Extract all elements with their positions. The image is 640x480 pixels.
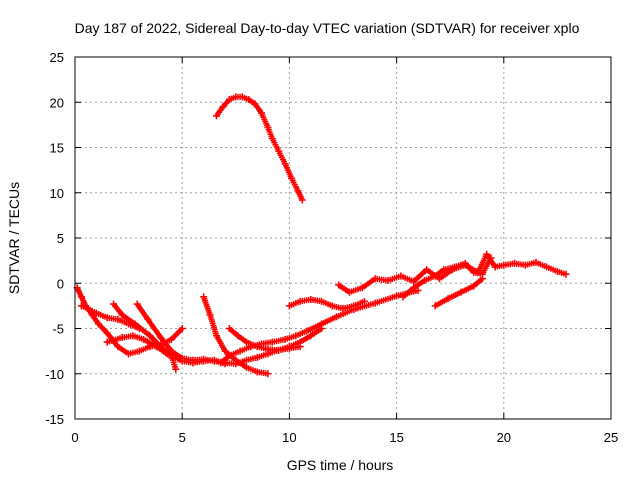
data-point bbox=[360, 297, 368, 305]
x-tick-label: 10 bbox=[282, 430, 296, 445]
y-tick-label: 5 bbox=[57, 231, 64, 246]
y-tick-label: 25 bbox=[50, 50, 64, 65]
x-tick-label: 20 bbox=[497, 430, 511, 445]
data-point bbox=[146, 332, 154, 340]
data-point bbox=[562, 270, 570, 278]
x-axis-label: GPS time / hours bbox=[287, 457, 394, 473]
x-tick-label: 5 bbox=[179, 430, 186, 445]
data-point bbox=[487, 254, 495, 262]
series-arc-13 bbox=[431, 275, 486, 310]
y-tick-label: -10 bbox=[45, 367, 64, 382]
data-point bbox=[478, 275, 486, 283]
y-axis-label: SDTVAR / TECUs bbox=[6, 182, 22, 294]
ticks: 0 5 10 15 20 25 -15 -10 -5 0 5 10 15 20 25 bbox=[45, 50, 618, 445]
series-arc-5 bbox=[133, 300, 304, 368]
data-point bbox=[167, 335, 175, 343]
data-point bbox=[318, 325, 326, 332]
series-arc-4 bbox=[110, 300, 180, 373]
y-tick-label: 15 bbox=[50, 141, 64, 156]
series-arc-10 bbox=[213, 93, 306, 204]
x-tick-label: 0 bbox=[71, 430, 78, 445]
series-arc-6 bbox=[200, 293, 272, 378]
data-point bbox=[298, 196, 306, 204]
series-arc-9 bbox=[285, 296, 368, 313]
x-tick-label: 15 bbox=[389, 430, 403, 445]
series-arc-11 bbox=[335, 250, 570, 296]
y-tick-label: 10 bbox=[50, 186, 64, 201]
data-point bbox=[178, 325, 186, 332]
chart-title: Day 187 of 2022, Sidereal Day-to-day VTE… bbox=[75, 20, 580, 36]
data-point bbox=[264, 370, 272, 378]
data-layer bbox=[73, 93, 570, 378]
grid bbox=[75, 57, 611, 419]
series-arc-12 bbox=[399, 254, 495, 301]
series-arc-2 bbox=[77, 302, 143, 332]
x-tick-label: 25 bbox=[604, 430, 618, 445]
y-tick-label: -15 bbox=[45, 412, 64, 427]
y-tick-label: 0 bbox=[57, 276, 64, 291]
data-point bbox=[172, 365, 180, 373]
series-arc-8 bbox=[225, 325, 326, 354]
y-tick-label: 20 bbox=[50, 95, 64, 110]
series-arc-7 bbox=[217, 286, 422, 367]
y-tick-label: -5 bbox=[52, 322, 64, 337]
